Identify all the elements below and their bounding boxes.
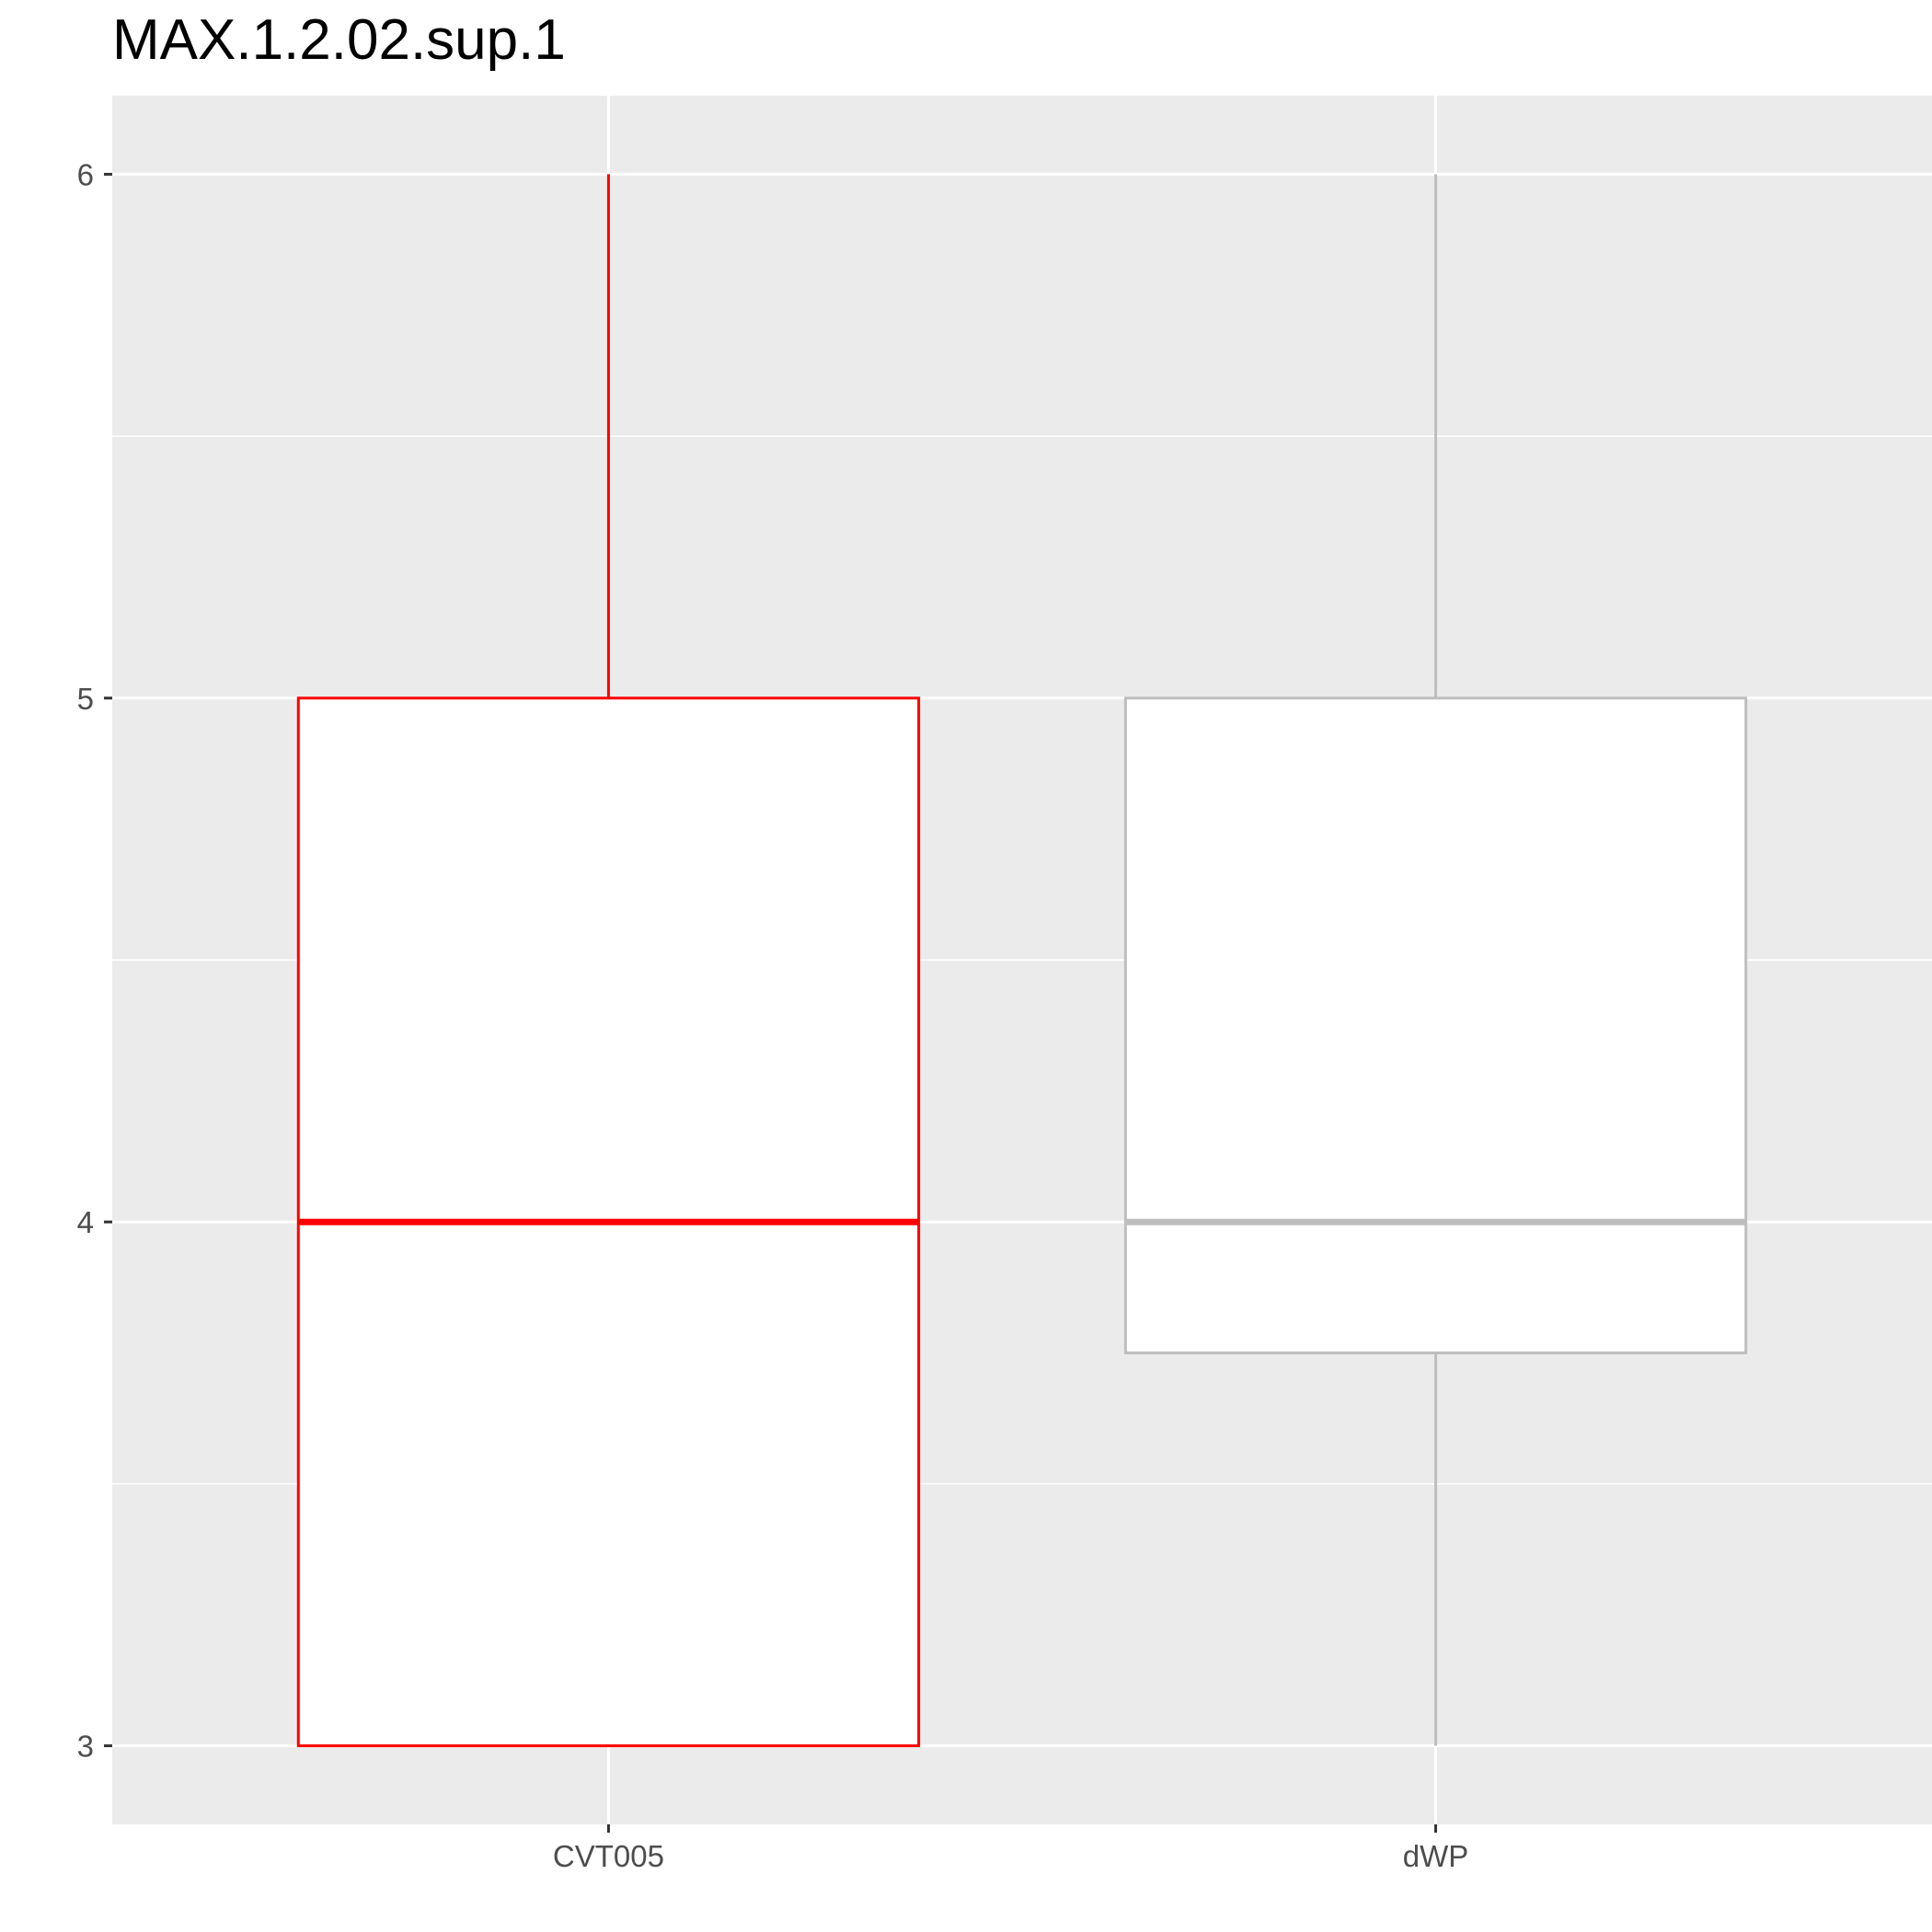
y-tick-label: 6: [77, 157, 94, 191]
boxes: [296, 174, 1748, 1748]
y-axis: 3 4 5 6: [77, 157, 112, 1764]
chart-title: MAX.1.2.02.sup.1: [112, 8, 566, 72]
y-tick-label: 4: [77, 1205, 94, 1239]
x-axis: CVT005 dWP: [553, 1824, 1468, 1873]
box-cvt005: [296, 174, 921, 1748]
y-tick-label: 3: [77, 1730, 94, 1764]
box-dwp: [1123, 174, 1748, 1746]
x-tick-label: CVT005: [553, 1839, 664, 1873]
y-tick-label: 5: [77, 682, 94, 716]
box-body: [1123, 696, 1748, 1355]
x-tick-label: dWP: [1403, 1839, 1469, 1873]
